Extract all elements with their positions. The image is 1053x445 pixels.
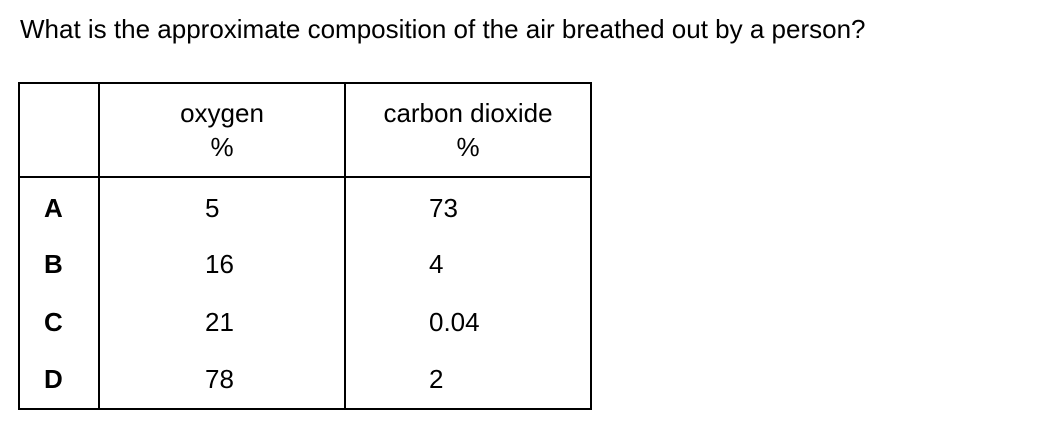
table-header-row: oxygen % carbon dioxide %: [18, 82, 592, 178]
option-letter: C: [18, 293, 100, 351]
header-carbon-dioxide-name: carbon dioxide: [383, 98, 553, 128]
header-oxygen-name: oxygen: [180, 98, 264, 128]
option-letter: A: [18, 177, 100, 235]
header-oxygen-unit: %: [210, 132, 234, 162]
header-carbon-dioxide: carbon dioxide %: [344, 82, 592, 178]
option-letter: D: [18, 351, 100, 410]
carbon-dioxide-value: 2: [344, 351, 592, 410]
header-oxygen: oxygen %: [98, 82, 346, 178]
table-row: B 16 4: [18, 235, 592, 293]
carbon-dioxide-value: 4: [344, 235, 592, 293]
oxygen-value: 21: [98, 293, 346, 351]
table-row: A 5 73: [18, 177, 592, 235]
table-row: D 78 2: [18, 351, 592, 410]
oxygen-value: 16: [98, 235, 346, 293]
oxygen-value: 78: [98, 351, 346, 410]
answer-options-table: oxygen % carbon dioxide % A 5 73 B 16 4 …: [18, 82, 592, 410]
header-carbon-dioxide-unit: %: [456, 132, 480, 162]
option-letter: B: [18, 235, 100, 293]
oxygen-value: 5: [98, 177, 346, 235]
table-row: C 21 0.04: [18, 293, 592, 351]
question-text: What is the approximate composition of t…: [20, 14, 866, 44]
carbon-dioxide-value: 73: [344, 177, 592, 235]
header-blank-cell: [18, 82, 100, 178]
carbon-dioxide-value: 0.04: [344, 293, 592, 351]
